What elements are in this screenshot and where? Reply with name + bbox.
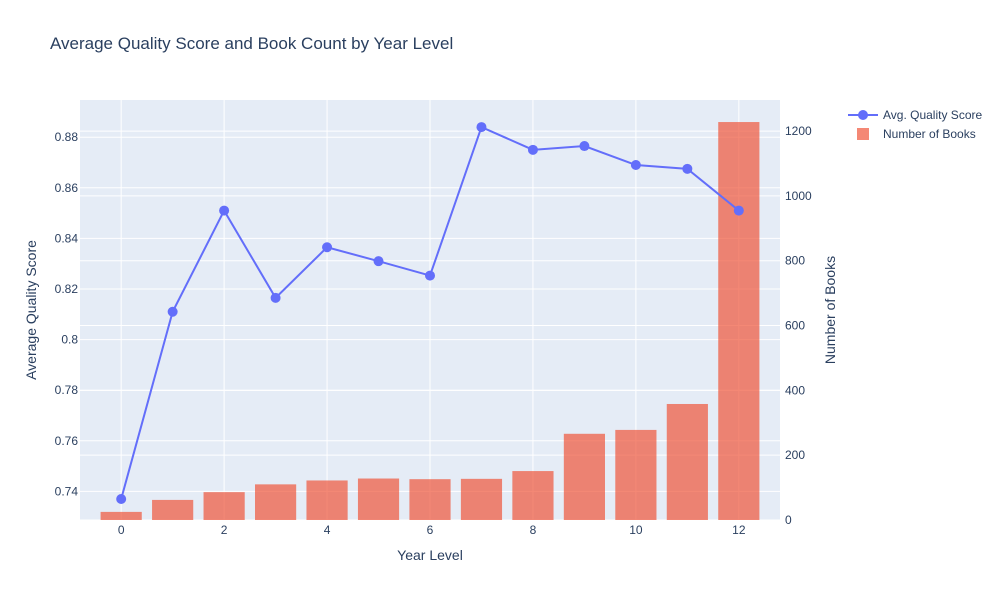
y-left-tick-label: 0.86 — [55, 181, 79, 195]
marker-avg-quality-score — [476, 122, 487, 133]
x-tick-label: 2 — [221, 523, 228, 537]
marker-avg-quality-score — [167, 306, 178, 317]
legend-item-avg-quality[interactable]: Avg. Quality Score — [848, 108, 982, 122]
marker-avg-quality-score — [579, 141, 590, 152]
line-layer — [116, 122, 744, 504]
bar-number-of-books — [255, 484, 297, 520]
x-tick-label: 10 — [629, 523, 643, 537]
legend-bar-swatch — [857, 128, 869, 140]
bar-number-of-books — [666, 403, 708, 520]
bar-number-of-books — [357, 478, 400, 520]
x-tick-label: 8 — [530, 523, 537, 537]
x-axis-title: Year Level — [397, 547, 463, 563]
y-left-tick-label: 0.82 — [55, 282, 79, 296]
y-right-tick-label: 600 — [785, 319, 805, 333]
bar-number-of-books — [718, 122, 760, 520]
marker-avg-quality-score — [425, 270, 435, 281]
y-left-tick-label: 0.8 — [61, 333, 78, 347]
bar-number-of-books — [409, 479, 451, 520]
legend-item-number-of-books[interactable]: Number of Books — [857, 127, 976, 141]
bar-number-of-books — [100, 511, 142, 520]
y-axis-right-title: Number of Books — [822, 256, 838, 364]
bar-number-of-books — [203, 492, 245, 520]
bar-number-of-books — [615, 429, 657, 520]
bar-number-of-books — [306, 480, 348, 520]
bar-number-of-books — [152, 499, 194, 520]
y-left-tick-label: 0.84 — [55, 231, 79, 245]
legend-label-avg-quality: Avg. Quality Score — [883, 108, 982, 122]
x-tick-label: 4 — [324, 523, 331, 537]
y-right-tick-label: 0 — [785, 513, 792, 527]
bar-number-of-books — [460, 478, 503, 520]
chart-title: Average Quality Score and Book Count by … — [50, 34, 454, 53]
marker-avg-quality-score — [219, 205, 230, 216]
marker-avg-quality-score — [733, 205, 744, 216]
marker-avg-quality-score — [527, 144, 538, 155]
y-left-tick-label: 0.78 — [55, 383, 79, 397]
y-left-tick-label: 0.74 — [55, 484, 79, 498]
marker-avg-quality-score — [270, 292, 281, 303]
legend[interactable]: Avg. Quality Score Number of Books — [848, 108, 982, 141]
legend-label-number-of-books: Number of Books — [883, 127, 976, 141]
marker-avg-quality-score — [630, 160, 641, 171]
legend-marker-swatch — [858, 110, 868, 120]
x-tick-label: 6 — [427, 523, 434, 537]
y-right-tick-label: 800 — [785, 254, 805, 268]
marker-avg-quality-score — [322, 242, 333, 253]
y-left-tick-label: 0.76 — [55, 434, 79, 448]
x-tick-label: 0 — [118, 523, 125, 537]
x-tick-label: 12 — [732, 523, 746, 537]
marker-avg-quality-score — [682, 163, 693, 174]
y-right-tick-label: 1200 — [785, 124, 812, 138]
bar-number-of-books — [512, 471, 554, 520]
marker-avg-quality-score — [373, 256, 384, 267]
y-right-tick-label: 400 — [785, 383, 805, 397]
y-left-tick-label: 0.88 — [55, 130, 79, 144]
bar-number-of-books — [563, 433, 605, 520]
axis-layer: 0 2 4 6 8 10 12 0.74 0.76 0.78 0.8 0.82 0.84 0.86 0.88… — [55, 124, 812, 537]
y-right-tick-label: 1000 — [785, 189, 812, 203]
y-axis-left-title: Average Quality Score — [23, 240, 39, 380]
bar-layer — [100, 122, 760, 520]
marker-avg-quality-score — [116, 494, 127, 504]
y-right-tick-label: 200 — [785, 448, 805, 462]
